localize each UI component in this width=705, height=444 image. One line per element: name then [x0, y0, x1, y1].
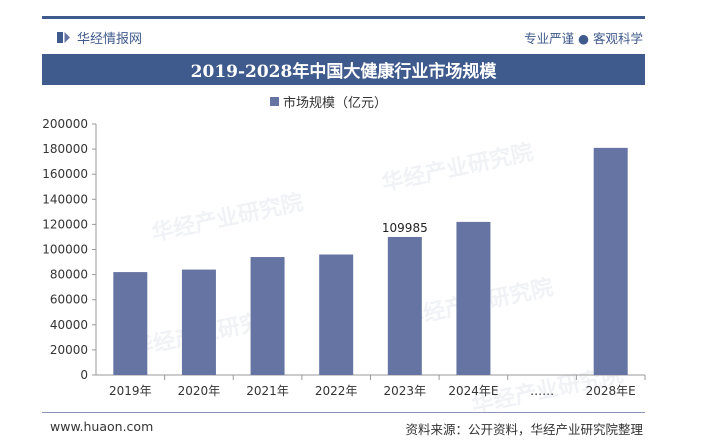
brand-logo-icon — [57, 31, 70, 43]
y-tick-label: 180000 — [42, 142, 88, 156]
bar-3 — [250, 257, 285, 375]
y-tick-label: 20000 — [50, 343, 88, 357]
y-tick-label: 120000 — [42, 217, 88, 231]
x-tick-label: 2021年 — [246, 384, 289, 398]
x-tick-label: 2020年 — [178, 384, 221, 398]
x-tick-label: 2028年E — [586, 384, 636, 398]
y-tick-label: 200000 — [42, 117, 88, 131]
website[interactable]: www.huaon.com — [50, 419, 154, 434]
x-tick-label: 2024年E — [448, 384, 498, 398]
bar-2 — [181, 269, 216, 375]
title-bar: 2019-2028年中国大健康行业市场规模 — [42, 54, 645, 85]
brand: 华经情报网 — [56, 24, 142, 50]
bar-1 — [113, 272, 148, 375]
slogan: 专业严谨 ● 客观科学 — [524, 30, 643, 46]
bar-4 — [319, 254, 354, 375]
y-tick-label: 40000 — [50, 318, 88, 332]
data-label: 109985 — [382, 221, 428, 235]
legend: 市场规模（亿元） — [270, 92, 387, 111]
y-tick-label: 60000 — [50, 293, 88, 307]
x-tick-label: 2022年 — [315, 384, 358, 398]
y-tick-label: 0 — [80, 368, 88, 382]
legend-label: 市场规模（亿元） — [283, 96, 388, 111]
x-tick-label: 2019年 — [109, 384, 152, 398]
x-tick-label: …… — [530, 384, 554, 398]
bar-8 — [593, 147, 628, 375]
legend-swatch — [270, 97, 279, 106]
x-tick-label: 2023年 — [384, 384, 427, 398]
bar-6 — [456, 221, 491, 375]
bar-5 — [387, 236, 422, 375]
bottom-rule — [42, 412, 645, 413]
chart-title: 2019-2028年中国大健康行业市场规模 — [190, 62, 497, 82]
brand-name: 华经情报网 — [77, 31, 143, 47]
y-tick-label: 160000 — [42, 167, 88, 181]
y-tick-label: 100000 — [42, 243, 88, 257]
y-tick-label: 140000 — [42, 192, 88, 206]
source-note: 资料来源：公开资料，华经产业研究院整理 — [405, 422, 643, 437]
top-rule — [42, 16, 645, 19]
y-tick-label: 80000 — [50, 268, 88, 282]
